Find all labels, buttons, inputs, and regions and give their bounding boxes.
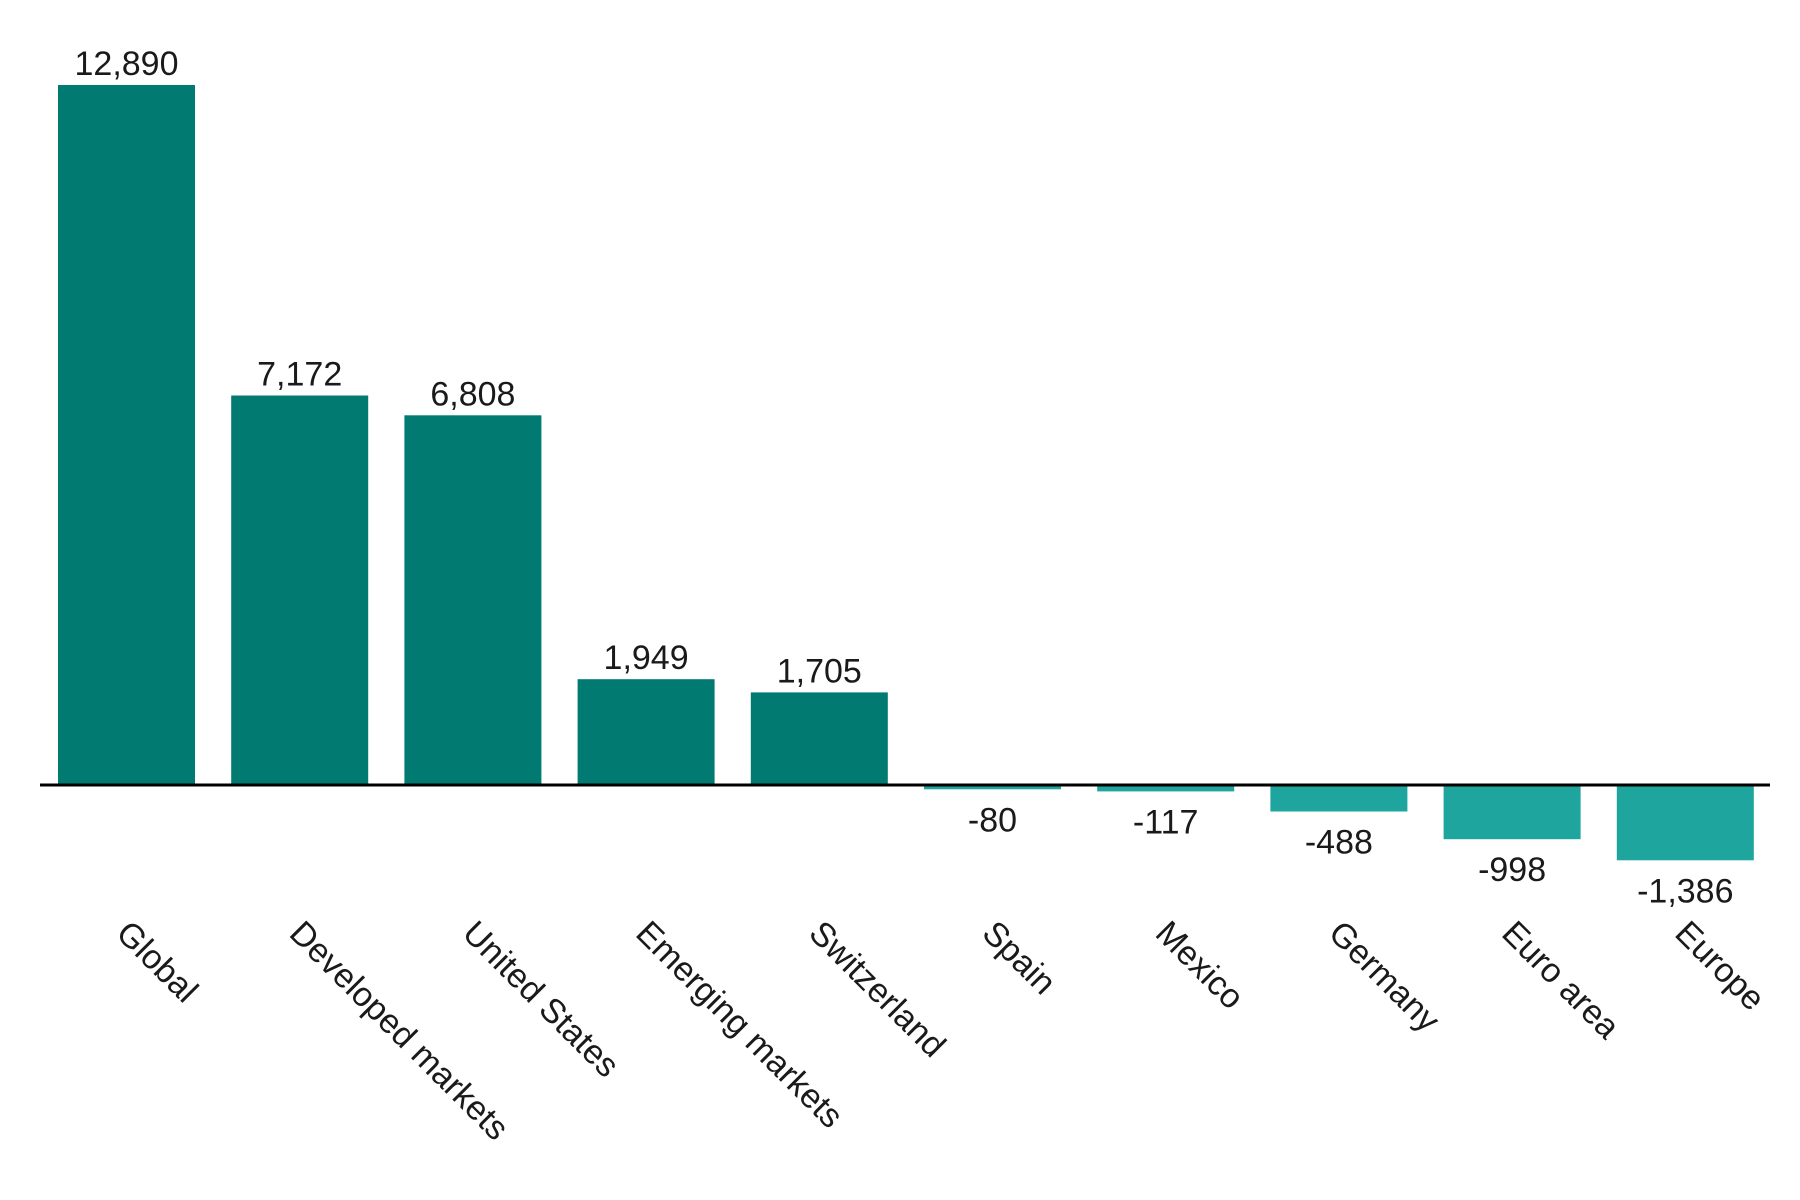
bar-spain (924, 785, 1061, 790)
bar-global (58, 85, 195, 785)
bar-developed-markets (231, 395, 369, 785)
value-label: -998 (1478, 851, 1546, 889)
category-label-europe: Europe (1668, 914, 1772, 1018)
value-label: -80 (968, 801, 1017, 839)
category-label-spain: Spain (975, 914, 1063, 1002)
value-label: -117 (1133, 803, 1199, 841)
bar-switzerland (750, 692, 888, 785)
category-label-mexico: Mexico (1148, 914, 1251, 1017)
category-label-switzerland: Switzerland (802, 914, 953, 1065)
bar-mexico (1097, 785, 1235, 792)
bar-europe (1616, 785, 1754, 861)
value-label: 12,890 (75, 45, 179, 83)
bar-euro-area (1443, 785, 1581, 840)
bar-united-states (404, 415, 542, 785)
category-label-global: Global (109, 914, 205, 1010)
value-label: 1,705 (777, 652, 862, 690)
bar-germany (1270, 785, 1408, 812)
value-label: -1,386 (1637, 872, 1733, 910)
value-label: 1,949 (604, 639, 689, 677)
value-label: 7,172 (257, 356, 342, 394)
category-label-germany: Germany (1321, 914, 1447, 1040)
category-label-united-states: United States (455, 914, 626, 1085)
value-label: -488 (1305, 824, 1373, 862)
value-label: 6,808 (430, 375, 515, 413)
bars-layer (58, 85, 1754, 861)
bar-emerging-markets (577, 679, 715, 785)
value-labels-layer: 12,890 7,172 6,808 1,949 1,705 -80 -117 -488 -99… (75, 45, 1734, 910)
category-label-euro-area: Euro area (1494, 914, 1627, 1047)
